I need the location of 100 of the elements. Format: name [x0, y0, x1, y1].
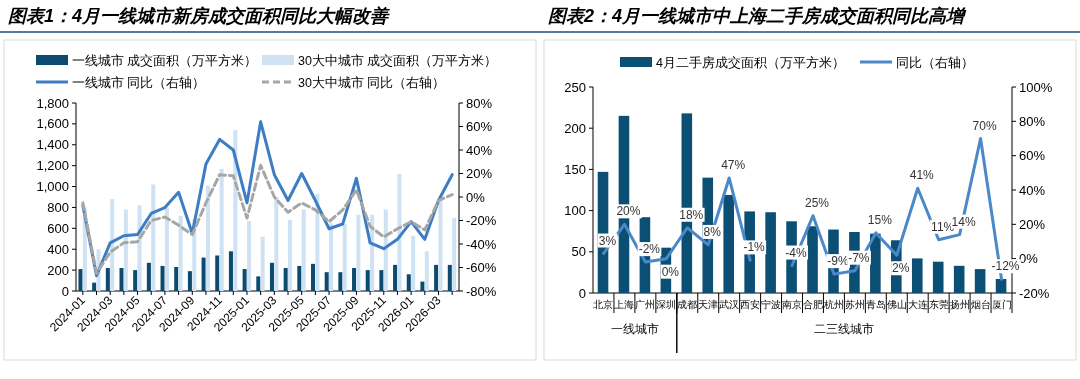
bar	[765, 212, 776, 293]
bar	[92, 282, 97, 291]
y2-tick-label: 60%	[466, 119, 493, 134]
y-tick-label: 50	[571, 244, 586, 260]
data-label: 25%	[804, 195, 830, 210]
bar	[324, 272, 329, 291]
y-tick-label: 800	[47, 199, 69, 215]
bar	[174, 266, 179, 291]
x-tick-label: 南京	[782, 299, 803, 310]
bar	[434, 264, 439, 291]
legend-label: 一线城市 成交面积（万平方米）	[72, 52, 258, 68]
data-label: -7%	[848, 250, 870, 265]
data-label: 3%	[598, 233, 617, 248]
bar	[352, 268, 357, 291]
y-tick-label: 0	[61, 283, 69, 299]
chart-title: 图表2：4月一线城市中上海二手房成交面积同比高增	[548, 6, 968, 26]
x-tick-label: 合肥	[802, 299, 823, 310]
data-label: 18%	[679, 207, 704, 222]
text: 一线城市	[610, 322, 659, 336]
data-label: 8%	[703, 224, 722, 239]
data-label: 47%	[721, 157, 746, 172]
bar	[995, 278, 1007, 293]
bar	[119, 268, 124, 291]
bar	[807, 226, 818, 293]
line-series	[81, 163, 454, 275]
y2-tick-label: -80%	[466, 283, 497, 299]
y-tick-label: 100	[564, 203, 586, 219]
bar	[420, 281, 425, 291]
bar	[342, 224, 347, 291]
bar	[870, 233, 881, 293]
bar	[205, 185, 210, 291]
y2-tick-label: 80%	[466, 95, 493, 111]
bar	[151, 184, 156, 291]
y2-tick-label: 0%	[466, 189, 486, 205]
x-tick-label: 杭州	[822, 299, 844, 310]
bar	[201, 257, 206, 291]
legend-label: 4月二手房成交面积（万平方米）	[656, 54, 845, 70]
bar	[723, 194, 735, 293]
bar	[260, 236, 265, 291]
y-tick-label: 0	[578, 285, 586, 301]
bar	[338, 272, 343, 291]
legend-label: 一线城市 同比（右轴）	[72, 75, 206, 90]
bar	[393, 264, 398, 291]
bar	[160, 265, 165, 291]
bar	[953, 265, 965, 293]
y-tick-label: 1,800	[36, 95, 69, 111]
data-label: -4%	[785, 245, 808, 260]
bar	[274, 197, 279, 291]
data-label: 41%	[909, 168, 935, 183]
data-label: -9%	[827, 254, 849, 269]
y-tick-label: 1,600	[36, 116, 69, 132]
data-label: 15%	[867, 212, 893, 227]
y-tick-label: 250	[564, 79, 586, 95]
y-tick-label: 600	[47, 220, 69, 236]
x-tick-label: 宁波	[761, 299, 782, 310]
bar	[228, 251, 233, 291]
bar	[215, 255, 220, 291]
bar	[932, 261, 944, 293]
bar	[283, 268, 288, 291]
bar	[105, 268, 110, 291]
bar	[447, 264, 452, 291]
bar	[187, 271, 192, 291]
bar	[297, 265, 302, 291]
legend-label: 同比（右轴）	[896, 55, 974, 70]
legend-label: 30大中城市 同比（右轴）	[298, 75, 446, 90]
bar	[301, 209, 306, 291]
y-tick-label: 200	[47, 262, 69, 278]
x-tick-label: 烟台	[970, 299, 991, 310]
y-tick-label: 150	[564, 161, 586, 177]
chart-title: 图表1：4月一线城市新房成交面积同比大幅改善	[8, 6, 391, 26]
x-tick-label: 武汉	[719, 299, 740, 310]
y2-tick-label: -20%	[1019, 285, 1050, 301]
x-tick-label: 厦门	[991, 299, 1012, 310]
bar	[256, 276, 261, 291]
x-tick-label: 西安	[740, 299, 761, 310]
bar	[146, 262, 151, 291]
data-label: -2%	[638, 242, 661, 257]
bar	[164, 207, 169, 291]
y2-tick-label: -40%	[466, 236, 497, 252]
bar	[365, 270, 370, 291]
bar	[110, 199, 115, 291]
data-label: 0%	[661, 264, 680, 279]
bar	[288, 219, 293, 291]
data-label: 2%	[892, 261, 910, 276]
x-tick-label: 扬州	[949, 299, 970, 310]
bar	[311, 263, 316, 291]
bar	[269, 262, 274, 291]
y2-tick-label: -20%	[466, 213, 497, 228]
bar	[974, 269, 986, 293]
x-tick-label: 东莞	[928, 299, 949, 310]
y2-tick-label: 40%	[466, 142, 493, 158]
y-tick-label: 1,400	[36, 137, 69, 153]
bar	[379, 270, 384, 291]
y2-tick-label: -60%	[466, 260, 497, 275]
data-label: 20%	[616, 204, 641, 219]
bar	[329, 223, 334, 291]
bar	[397, 174, 402, 291]
data-label: 70%	[972, 118, 997, 133]
legend-label: 30大中城市 成交面积（万平方米）	[298, 52, 498, 68]
y-tick-label: 1,200	[36, 158, 69, 174]
